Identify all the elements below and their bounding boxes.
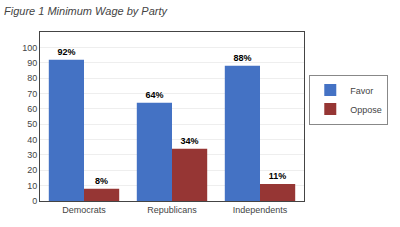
svg-text:Independents: Independents (233, 205, 288, 215)
svg-text:90: 90 (27, 58, 37, 68)
svg-text:Republicans: Republicans (147, 205, 197, 215)
svg-text:30: 30 (27, 150, 37, 160)
svg-text:0: 0 (32, 196, 37, 206)
svg-text:11%: 11% (269, 171, 287, 181)
svg-text:92%: 92% (57, 47, 75, 57)
svg-text:Figure 1 Minimum Wage by Party: Figure 1 Minimum Wage by Party (4, 5, 169, 17)
svg-text:Democrats: Democrats (62, 205, 106, 215)
svg-text:34%: 34% (181, 136, 199, 146)
svg-text:8%: 8% (95, 176, 108, 186)
svg-text:88%: 88% (233, 53, 251, 63)
svg-text:50: 50 (27, 119, 37, 129)
svg-text:80: 80 (27, 73, 37, 83)
svg-text:60: 60 (27, 104, 37, 114)
svg-text:100: 100 (22, 43, 37, 53)
svg-text:64%: 64% (145, 90, 163, 100)
svg-text:Oppose: Oppose (350, 105, 382, 115)
svg-text:10: 10 (27, 181, 37, 191)
svg-text:Favor: Favor (350, 86, 373, 96)
svg-text:70: 70 (27, 89, 37, 99)
svg-text:40: 40 (27, 135, 37, 145)
svg-text:20: 20 (27, 165, 37, 175)
